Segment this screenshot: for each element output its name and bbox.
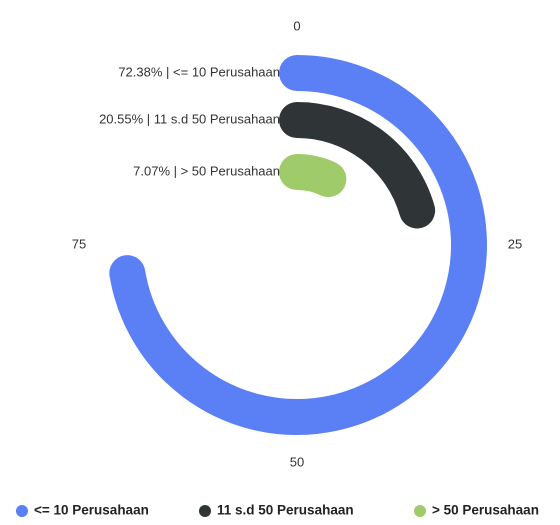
radial-bar [279, 102, 436, 229]
radial-bar [279, 154, 347, 198]
radial-bar [109, 55, 487, 435]
legend-marker [199, 505, 211, 517]
angle-tick-label: 50 [290, 454, 304, 469]
legend-label: <= 10 Perusahaan [34, 503, 149, 518]
angle-tick-label: 25 [508, 236, 522, 251]
bar-label: 20.55% | 11 s.d 50 Perusahaan [99, 111, 280, 126]
legend-marker [414, 505, 426, 517]
angle-tick-label: 75 [72, 236, 86, 251]
legend-label: > 50 Perusahaan [432, 503, 539, 518]
legend-marker [16, 505, 28, 517]
bar-label: 7.07% | > 50 Perusahaan [133, 163, 280, 178]
legend-label: 11 s.d 50 Perusahaan [217, 503, 354, 518]
bar-label: 72.38% | <= 10 Perusahaan [118, 64, 280, 79]
angle-tick-label: 0 [293, 18, 300, 33]
